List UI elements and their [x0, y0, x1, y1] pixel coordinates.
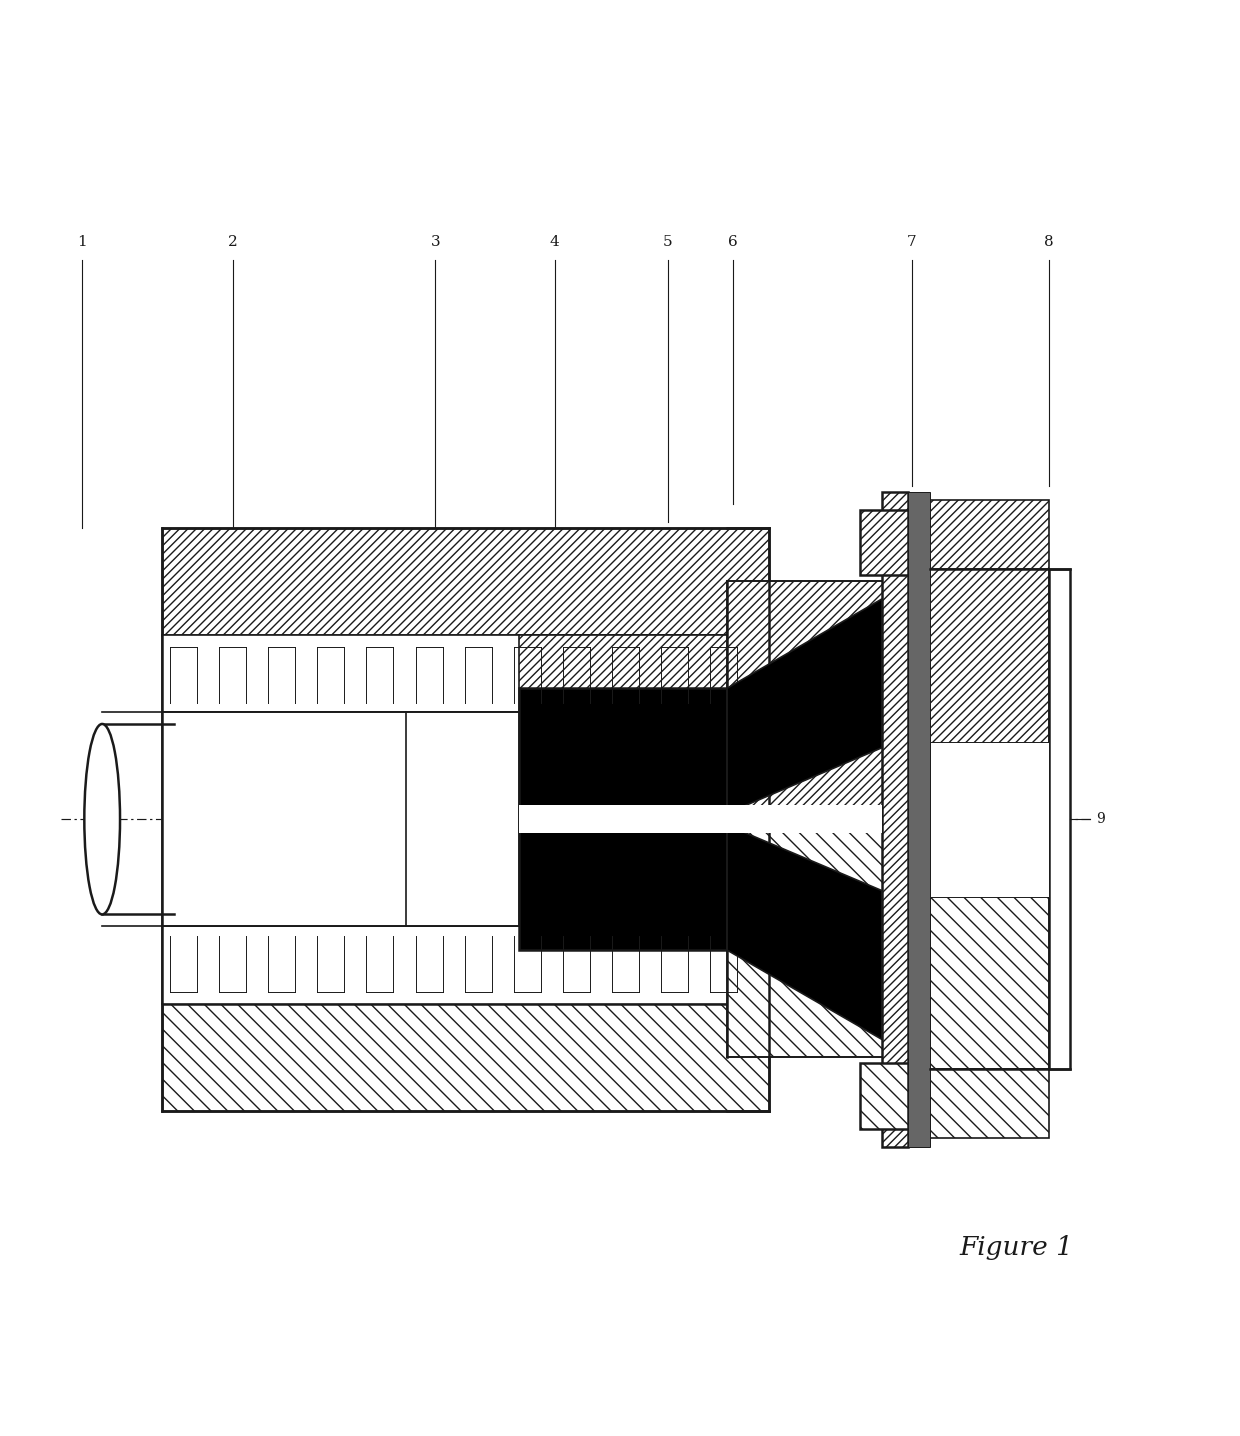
Bar	[405, 712, 518, 926]
Bar	[727, 819, 911, 1057]
Bar	[161, 1004, 769, 1111]
Bar	[518, 635, 769, 712]
Text: 2: 2	[228, 236, 238, 248]
Bar	[161, 635, 769, 712]
Bar	[518, 688, 727, 951]
Bar	[861, 510, 908, 576]
Bar	[1049, 569, 1070, 1070]
Polygon shape	[727, 599, 882, 813]
Bar	[727, 582, 911, 819]
Text: Figure 1: Figure 1	[960, 1235, 1073, 1261]
Polygon shape	[727, 826, 882, 1040]
Bar	[161, 712, 769, 926]
Bar	[861, 1063, 908, 1129]
Bar	[161, 926, 769, 1004]
Text: 8: 8	[1044, 236, 1053, 248]
Bar	[930, 742, 1049, 896]
Bar	[930, 569, 1049, 819]
Bar	[161, 527, 769, 635]
Bar	[930, 1070, 1049, 1139]
Text: 7: 7	[906, 236, 916, 248]
Bar	[908, 491, 930, 1146]
Text: 5: 5	[663, 236, 672, 248]
Bar	[930, 819, 1049, 1070]
Bar	[518, 806, 882, 833]
Bar	[930, 500, 1049, 569]
Text: 3: 3	[430, 236, 440, 248]
Text: 1: 1	[77, 236, 87, 248]
Bar	[882, 491, 908, 1146]
Ellipse shape	[84, 724, 120, 915]
Text: 4: 4	[549, 236, 559, 248]
Text: 9: 9	[1096, 813, 1105, 826]
Text: 6: 6	[728, 236, 738, 248]
